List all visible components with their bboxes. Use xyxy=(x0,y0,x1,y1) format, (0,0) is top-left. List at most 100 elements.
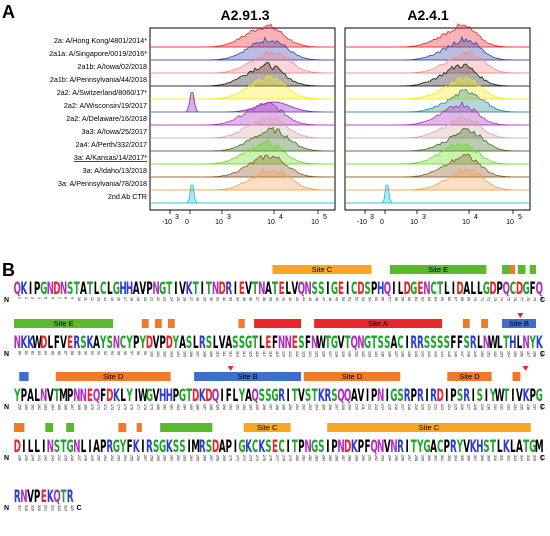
site-marker xyxy=(481,319,488,328)
position-number: 315 xyxy=(526,455,530,461)
position-number: 290 xyxy=(361,455,365,461)
residue-letter: T xyxy=(74,279,81,299)
residue-letter: K xyxy=(470,437,477,457)
position-number: 210 xyxy=(354,404,358,410)
residue-letter: K xyxy=(523,386,530,406)
position-number: 86 xyxy=(57,351,61,355)
position-number: 138 xyxy=(401,351,405,357)
position-number: 171 xyxy=(97,404,101,410)
residue-letter: R xyxy=(410,333,417,353)
position-number: 197 xyxy=(268,404,272,410)
residue-letter: I xyxy=(406,333,409,353)
position-number: 64 xyxy=(434,297,438,301)
residue-letter: L xyxy=(510,437,516,457)
position-number: 176 xyxy=(130,404,134,410)
site-marker xyxy=(512,372,521,381)
site-bar xyxy=(272,265,372,274)
residue-letter: T xyxy=(292,386,299,406)
position-number: 15 xyxy=(110,297,114,301)
residue-letter: S xyxy=(80,333,86,353)
residue-letter: H xyxy=(476,437,483,457)
residue-letter: K xyxy=(503,437,510,457)
position-number: 76 xyxy=(513,297,517,301)
position-number: 283 xyxy=(315,455,319,461)
position-number: 137 xyxy=(394,351,398,357)
residue-letter: I xyxy=(346,279,349,299)
position-number: 242 xyxy=(44,455,48,461)
n-terminus-label: N xyxy=(4,455,9,462)
residue-letter: C xyxy=(351,279,358,299)
n-terminus-label: N xyxy=(4,404,9,411)
residue-letter: T xyxy=(186,386,193,406)
position-number: 139 xyxy=(407,351,411,357)
position-number: 112 xyxy=(229,351,233,357)
residue-letter: A xyxy=(391,333,398,353)
residue-letter: T xyxy=(503,333,510,353)
residue-letter: S xyxy=(318,437,324,457)
residue-letter: K xyxy=(351,437,358,457)
residue-letter: Y xyxy=(126,333,133,353)
position-number: 66 xyxy=(447,297,451,301)
residue-letter: W xyxy=(495,386,505,406)
residue-letter: L xyxy=(477,279,483,299)
position-number: 310 xyxy=(493,455,497,461)
position-number: 129 xyxy=(341,351,345,357)
position-number: 98 xyxy=(136,351,140,355)
residue-letter: R xyxy=(146,437,153,457)
residue-letter: C xyxy=(252,437,259,457)
mutation-marker xyxy=(517,313,524,318)
residue-letter: E xyxy=(292,333,298,353)
position-number: 280 xyxy=(295,455,299,461)
position-number: 22 xyxy=(156,297,160,301)
residue-letter: K xyxy=(20,333,27,353)
residue-letter: S xyxy=(179,437,185,457)
residue-letter: R xyxy=(430,386,437,406)
site-label: Site C xyxy=(312,265,333,274)
residue-letter: T xyxy=(54,386,61,406)
position-number: 203 xyxy=(308,404,312,410)
site-bar xyxy=(314,319,443,328)
residue-letter: S xyxy=(153,437,159,457)
residue-letter: I xyxy=(220,386,223,406)
position-number: 104 xyxy=(176,351,180,357)
residue-letter: I xyxy=(187,437,190,457)
residue-letter: T xyxy=(523,437,530,457)
residue-letter: I xyxy=(234,279,237,299)
position-number: 117 xyxy=(262,351,266,357)
residue-letter: H xyxy=(377,279,384,299)
position-number: 71 xyxy=(480,297,484,301)
residue-letter: I xyxy=(326,437,329,457)
x-tick-label: 10 xyxy=(267,219,275,226)
position-number: 231 xyxy=(493,404,497,410)
position-number: 246 xyxy=(70,455,74,461)
residue-letter: L xyxy=(398,279,404,299)
position-number: 248 xyxy=(83,455,87,461)
residue-letter: E xyxy=(41,487,47,507)
position-number: 260 xyxy=(163,455,167,461)
position-number: 252 xyxy=(110,455,114,461)
position-number: 319 xyxy=(31,505,35,511)
residue-letter: D xyxy=(456,279,463,299)
position-number: 148 xyxy=(467,351,471,357)
position-number: 116 xyxy=(255,351,259,357)
position-number: 134 xyxy=(374,351,378,357)
residue-letter: P xyxy=(529,386,536,406)
residue-letter: I xyxy=(326,279,329,299)
position-number: 221 xyxy=(427,404,431,410)
position-number: 241 xyxy=(37,455,41,461)
position-number: 9 xyxy=(70,297,74,299)
residue-letter: D xyxy=(489,279,496,299)
residue-letter: H xyxy=(166,386,173,406)
position-number: 161 xyxy=(31,404,35,410)
position-number: 23 xyxy=(163,297,167,301)
residue-letter: R xyxy=(450,437,457,457)
position-number: 151 xyxy=(486,351,490,357)
residue-letter: G xyxy=(423,437,430,457)
row-label: 2a2: A/Wisconsin/19/2017 xyxy=(64,101,147,110)
position-number: 321 xyxy=(44,505,48,511)
position-number: 119 xyxy=(275,351,279,357)
residue-letter: V xyxy=(291,279,298,299)
position-number: 297 xyxy=(407,455,411,461)
residue-letter: G xyxy=(245,333,252,353)
